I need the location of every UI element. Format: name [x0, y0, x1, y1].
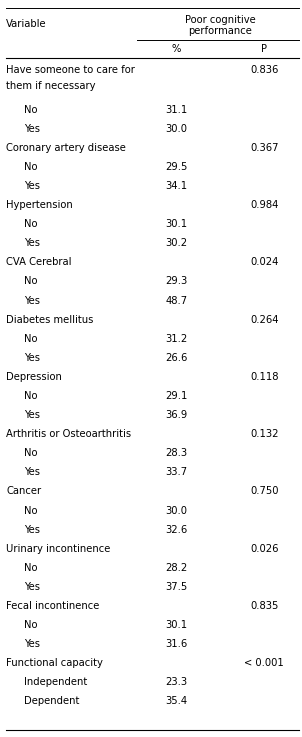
Text: Yes: Yes	[24, 124, 40, 134]
Text: 0.750: 0.750	[250, 486, 278, 497]
Text: 28.3: 28.3	[165, 448, 188, 458]
Text: Arthritis or Osteoarthritis: Arthritis or Osteoarthritis	[6, 429, 131, 439]
Text: No: No	[24, 219, 38, 229]
Text: 0.026: 0.026	[250, 544, 278, 553]
Text: Fecal incontinence: Fecal incontinence	[6, 601, 99, 611]
Text: Depression: Depression	[6, 372, 62, 382]
Text: No: No	[24, 334, 38, 343]
Text: No: No	[24, 620, 38, 630]
Text: Yes: Yes	[24, 525, 40, 534]
Text: Yes: Yes	[24, 581, 40, 592]
Text: 37.5: 37.5	[165, 581, 188, 592]
Text: Yes: Yes	[24, 467, 40, 478]
Text: 26.6: 26.6	[165, 353, 188, 363]
Text: 30.2: 30.2	[165, 238, 188, 248]
Text: Yes: Yes	[24, 296, 40, 306]
Text: 23.3: 23.3	[165, 677, 188, 688]
Text: Dependent: Dependent	[24, 696, 79, 706]
Text: 0.984: 0.984	[250, 200, 278, 210]
Text: 30.0: 30.0	[166, 506, 188, 515]
Text: 30.0: 30.0	[166, 124, 188, 134]
Text: < 0.001: < 0.001	[244, 658, 284, 668]
Text: 30.1: 30.1	[165, 219, 188, 229]
Text: No: No	[24, 448, 38, 458]
Text: 0.132: 0.132	[250, 429, 278, 439]
Text: Variable: Variable	[6, 19, 47, 29]
Text: Cancer: Cancer	[6, 486, 41, 497]
Text: Yes: Yes	[24, 181, 40, 191]
Text: Yes: Yes	[24, 410, 40, 420]
Text: Yes: Yes	[24, 639, 40, 649]
Text: %: %	[172, 44, 182, 54]
Text: CVA Cerebral: CVA Cerebral	[6, 257, 72, 268]
Text: 0.367: 0.367	[250, 143, 278, 153]
Text: Yes: Yes	[24, 238, 40, 248]
Text: 0.836: 0.836	[250, 65, 278, 74]
Text: 29.3: 29.3	[165, 276, 188, 287]
Text: 30.1: 30.1	[165, 620, 188, 630]
Text: Functional capacity: Functional capacity	[6, 658, 103, 668]
Text: 29.1: 29.1	[165, 391, 188, 401]
Text: 31.1: 31.1	[165, 105, 188, 115]
Text: 0.118: 0.118	[250, 372, 278, 382]
Text: 0.264: 0.264	[250, 315, 278, 325]
Text: 29.5: 29.5	[165, 162, 188, 172]
Text: 48.7: 48.7	[165, 296, 188, 306]
Text: Diabetes mellitus: Diabetes mellitus	[6, 315, 93, 325]
Text: No: No	[24, 162, 38, 172]
Text: 0.835: 0.835	[250, 601, 278, 611]
Text: Have someone to care for: Have someone to care for	[6, 65, 135, 74]
Text: Hypertension: Hypertension	[6, 200, 73, 210]
Text: 31.2: 31.2	[165, 334, 188, 343]
Text: Coronary artery disease: Coronary artery disease	[6, 143, 126, 153]
Text: 34.1: 34.1	[165, 181, 188, 191]
Text: 35.4: 35.4	[165, 696, 188, 706]
Text: Poor cognitive: Poor cognitive	[185, 15, 256, 25]
Text: Urinary incontinence: Urinary incontinence	[6, 544, 111, 553]
Text: No: No	[24, 563, 38, 573]
Text: performance: performance	[188, 26, 252, 35]
Text: Yes: Yes	[24, 353, 40, 363]
Text: Independent: Independent	[24, 677, 87, 688]
Text: No: No	[24, 276, 38, 287]
Text: them if necessary: them if necessary	[6, 81, 95, 91]
Text: 33.7: 33.7	[165, 467, 188, 478]
Text: 32.6: 32.6	[165, 525, 188, 534]
Text: No: No	[24, 105, 38, 115]
Text: 28.2: 28.2	[165, 563, 188, 573]
Text: 0.024: 0.024	[250, 257, 278, 268]
Text: No: No	[24, 391, 38, 401]
Text: No: No	[24, 506, 38, 515]
Text: 31.6: 31.6	[165, 639, 188, 649]
Text: P: P	[261, 44, 267, 54]
Text: 36.9: 36.9	[165, 410, 188, 420]
